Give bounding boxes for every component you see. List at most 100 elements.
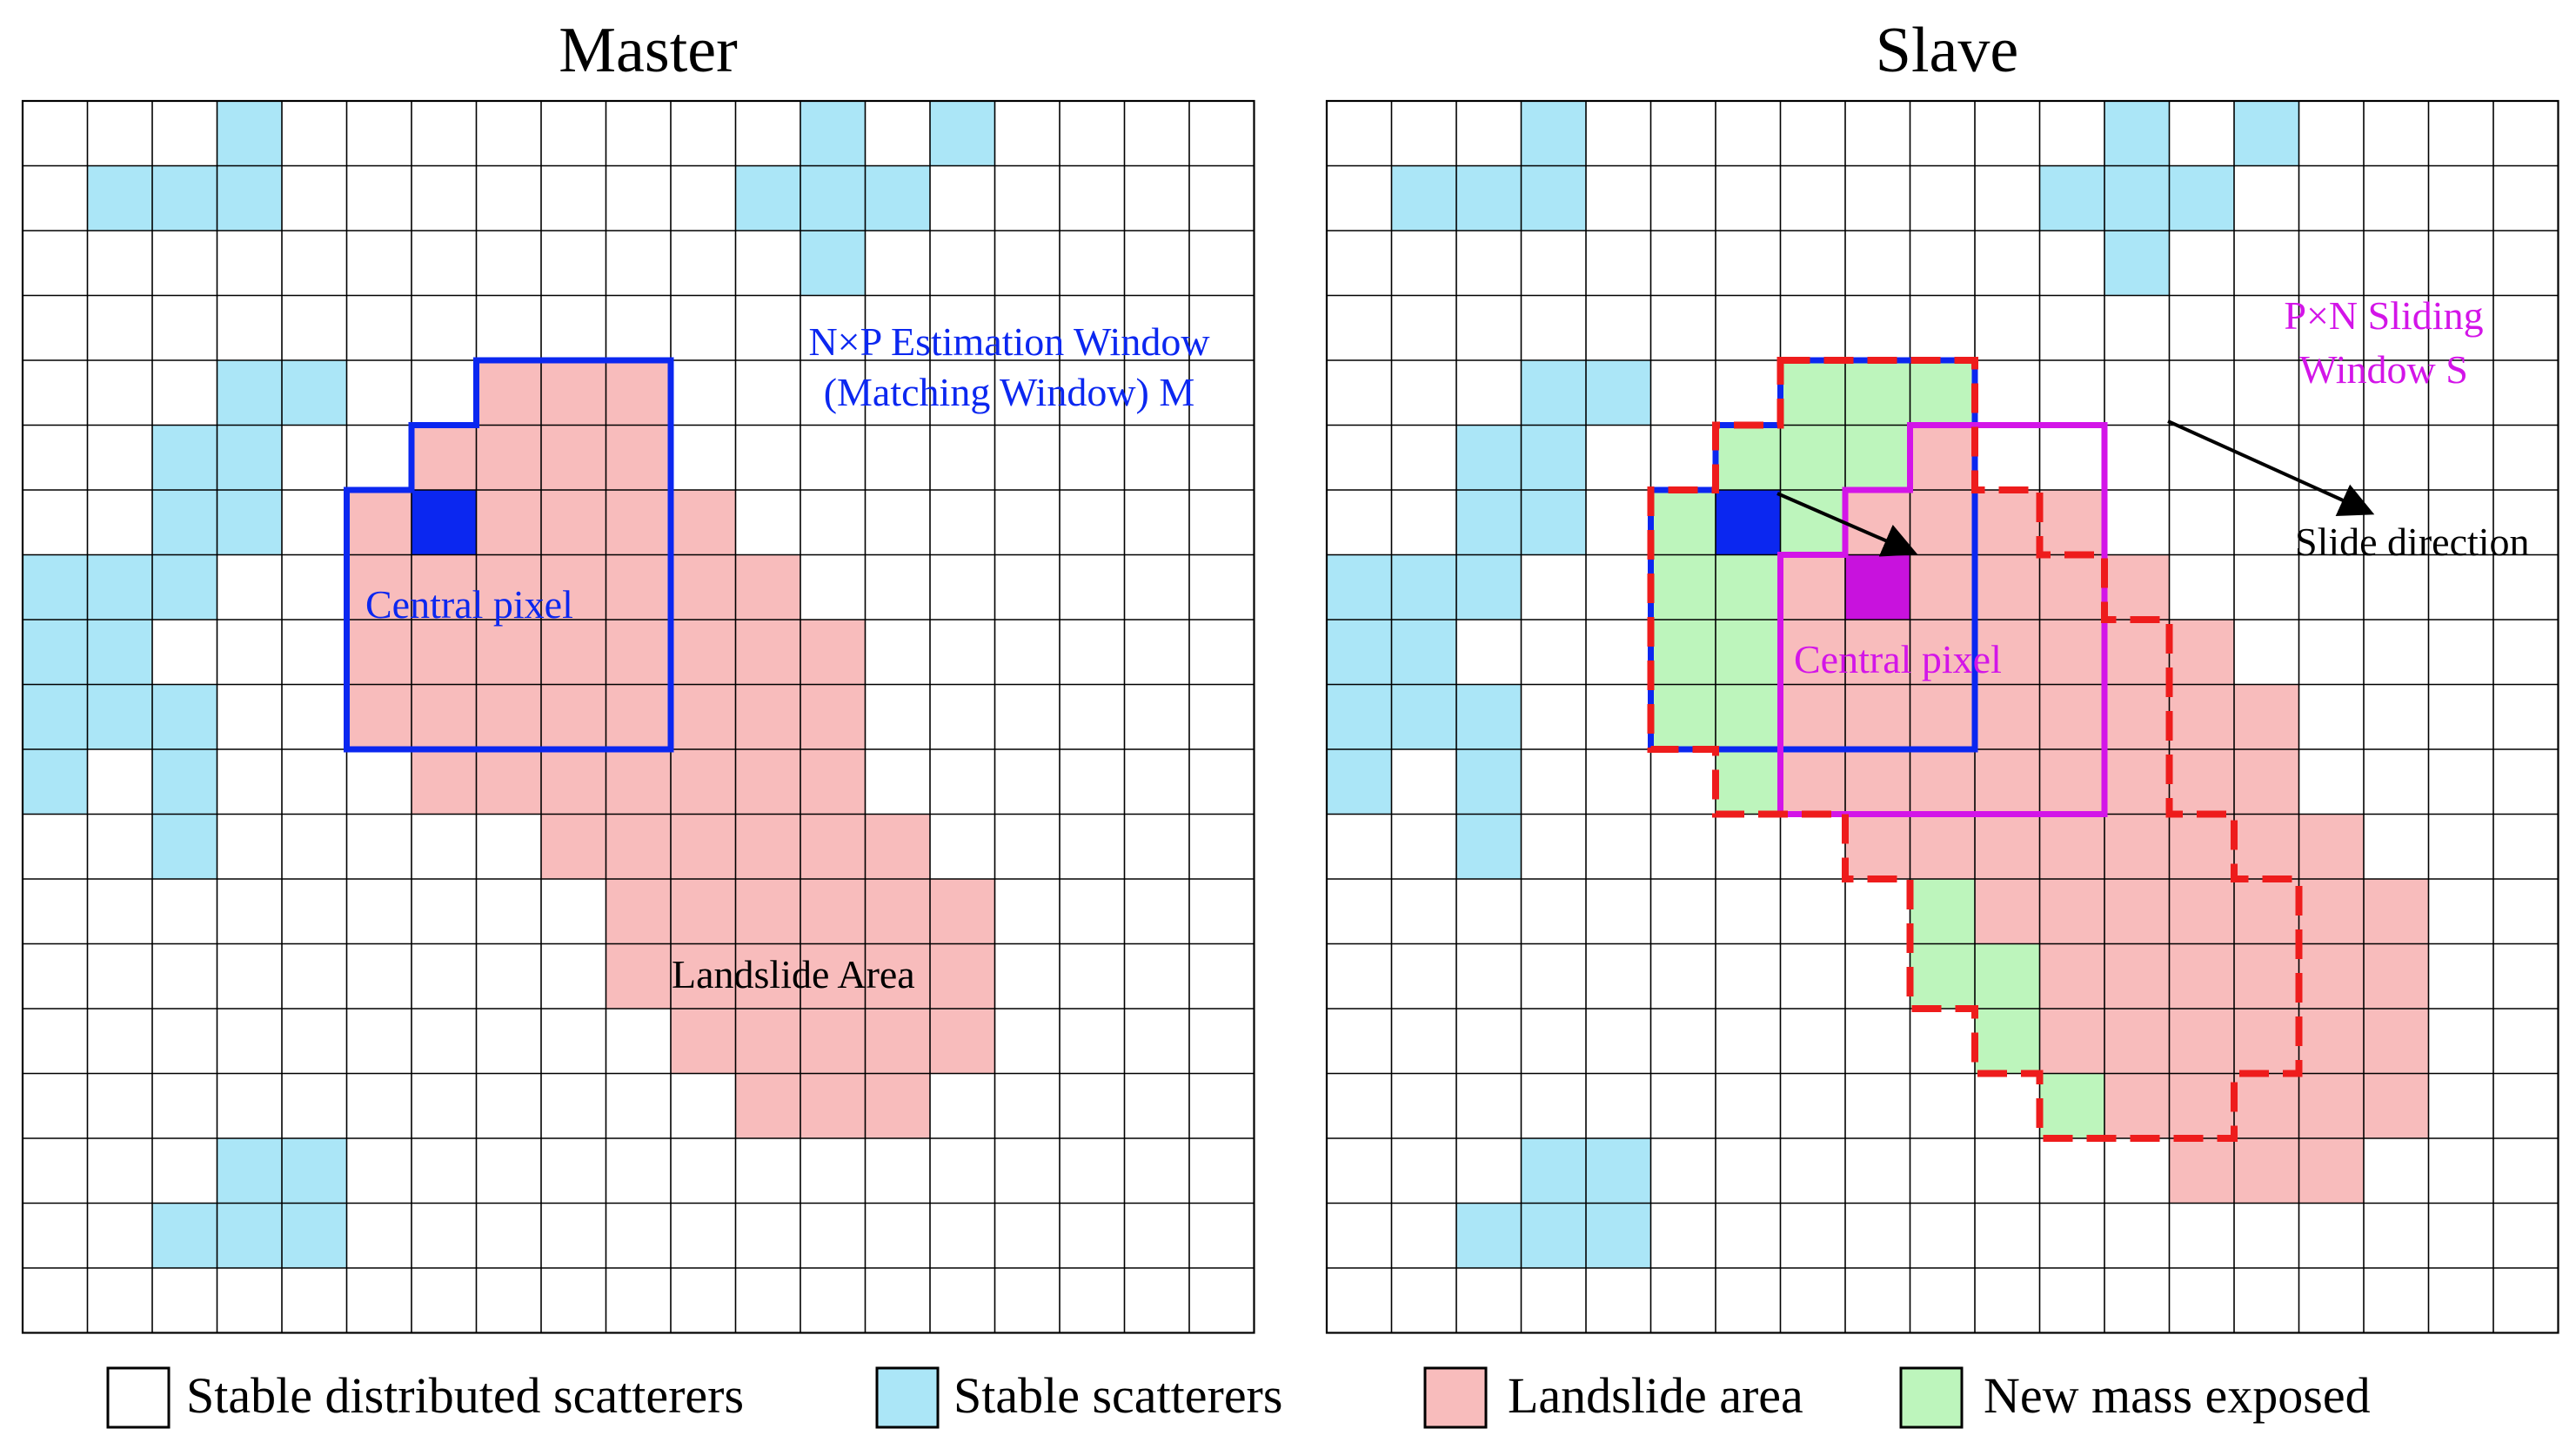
landslide-cell [411,425,477,490]
landslide-cell [800,1009,866,1074]
landslide-cell [1975,814,2040,879]
legend-label-stable-distributed: Stable distributed scatterers [186,1367,744,1424]
new-central-pixel-cell [1845,554,1910,620]
landslide-cell [2169,814,2234,879]
landslide-cell [2234,749,2299,815]
landslide-cell [800,879,866,944]
stable-scatterer-cell [23,749,88,815]
stable-scatterer-cell [87,165,152,231]
landslide-cell [735,1073,800,1138]
landslide-cell [1845,814,1910,879]
landslide-cell [2039,749,2104,815]
new-mass-cell [1910,360,1975,426]
new-mass-cell [1975,943,2040,1009]
stable-scatterer-cell [800,165,866,231]
landslide-cell [606,879,671,944]
stable-scatterer-cell [152,814,217,879]
landslide-cell [735,620,800,685]
grid-border [21,99,1255,1334]
stable-scatterer-cell [217,490,282,555]
landslide-cell [800,814,866,879]
stable-scatterer-cell [1456,425,1522,490]
landslide-cell [2104,749,2170,815]
landslide-cell [1975,620,2040,685]
new-mass-cell [1780,425,1845,490]
master-overlays [344,357,674,753]
landslide-cell [2104,1009,2170,1074]
stable-scatterer-cell [1327,749,1392,815]
landslide-cell [411,620,477,685]
landslide-cell [2169,1138,2234,1204]
landslide-cell [671,814,736,879]
new-mass-cell [1716,620,1781,685]
new-mass-cell [1716,554,1781,620]
stable-scatterer-cell [1456,165,1522,231]
landslide-cell [1910,425,1975,490]
central-pixel-cell [411,490,477,555]
landslide-cell [1975,879,2040,944]
legend-swatch-new-mass [1899,1366,1964,1429]
stable-scatterer-cell [87,554,152,620]
legend-label-landslide: Landslide area [1508,1367,1803,1424]
stable-scatterer-cell [735,165,800,231]
new-mass-cell [1910,943,1975,1009]
old-central-pixel-cell [1716,490,1781,555]
slave-overlays [1647,357,2303,1142]
landslide-cell [2234,879,2299,944]
stable-scatterer-cell [1521,490,1586,555]
landslide-cell [1910,490,1975,555]
landslide-cell [541,684,606,749]
landslide-cell [346,620,411,685]
sliding-window-outline [1777,422,2108,817]
landslide-cell [865,943,930,1009]
stable-scatterer-cell [23,684,88,749]
landslide-cell [2298,943,2364,1009]
landslide-cell [541,360,606,426]
landslide-cell [1780,749,1845,815]
stable-scatterer-cell [152,684,217,749]
landslide-cell [735,943,800,1009]
landslide-cell [541,490,606,555]
new-mass-cell [1650,554,1716,620]
landslide-cell [735,1009,800,1074]
landslide-cell [671,1009,736,1074]
stable-scatterer-cell [1456,1203,1522,1268]
new-mass-cell [1650,620,1716,685]
stable-scatterer-cell [1391,684,1456,749]
landslide-cell [541,554,606,620]
landslide-cell [865,1009,930,1074]
stable-scatterer-cell [2169,165,2234,231]
stable-scatterer-cell [1456,749,1522,815]
stable-scatterer-cell [217,101,282,166]
master-cells [23,101,995,1268]
stable-scatterer-cell [2234,101,2299,166]
landslide-cell [606,360,671,426]
new-mass-cell [1910,879,1975,944]
landslide-cell [2298,1009,2364,1074]
landslide-cell [1845,684,1910,749]
landslide-cell [2234,943,2299,1009]
estimation-window-outline [344,357,674,753]
landslide-cell [346,490,411,555]
stable-scatterer-cell [865,165,930,231]
stable-scatterer-cell [800,231,866,296]
landslide-cell [476,360,541,426]
landslide-cell [606,814,671,879]
landslide-cell [2039,554,2104,620]
landslide-cell [2364,1073,2429,1138]
stable-scatterer-cell [1521,360,1586,426]
landslide-cell [476,554,541,620]
landslide-cell [1780,684,1845,749]
landslide-cell [2169,879,2234,944]
master-title: Master [559,15,738,86]
slave-window-label-line2: Window S [2299,347,2468,392]
landslide-cell [930,943,995,1009]
new-mass-cell [1975,1009,2040,1074]
stable-scatterer-cell [217,1138,282,1204]
stable-scatterer-cell [1521,101,1586,166]
landslide-cell [2298,879,2364,944]
stable-scatterer-cell [1586,360,1651,426]
legend-label-stable: Stable scatterers [953,1367,1282,1424]
landslide-cell [735,554,800,620]
